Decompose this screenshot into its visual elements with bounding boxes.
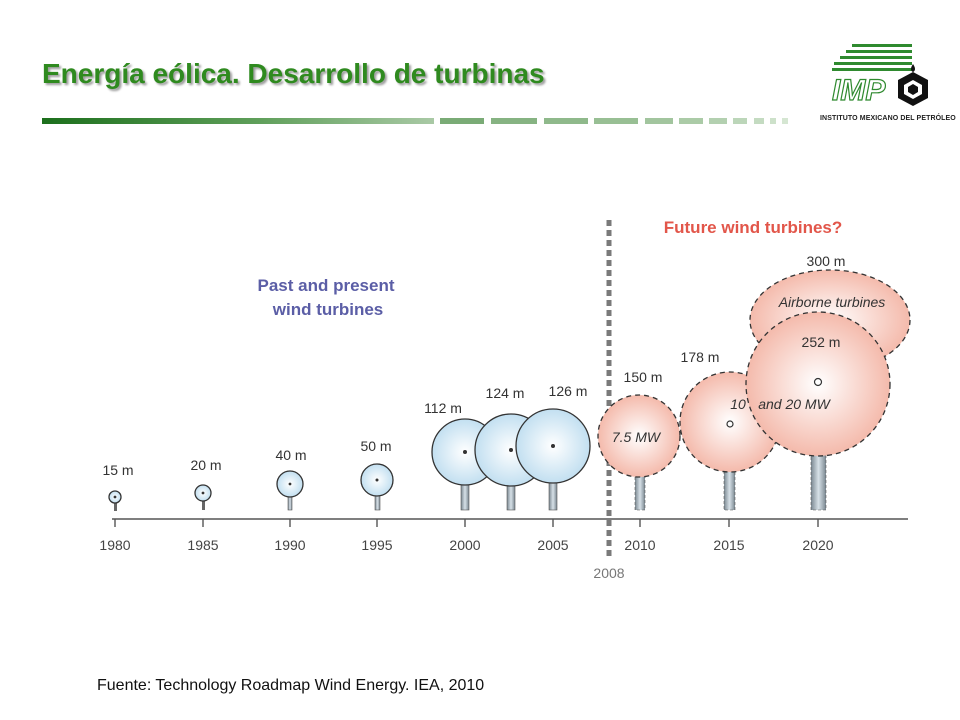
year-label-2015: 2015 [713, 537, 744, 553]
timeline-ticks [114, 519, 819, 527]
turbine-1995 [360, 463, 394, 511]
turbine-1980 [108, 490, 122, 511]
turbine-2020 [745, 311, 891, 511]
diameter-label-airborne: 300 m [807, 253, 846, 269]
power-label-2020: and 20 MW [758, 396, 831, 412]
diameter-label-1985: 20 m [190, 457, 221, 473]
diameter-label-2000: 112 m [424, 400, 462, 416]
year-label-1980: 1980 [99, 537, 130, 553]
past-heading-line2: wind turbines [272, 300, 384, 319]
source-citation: Fuente: Technology Roadmap Wind Energy. … [97, 677, 485, 694]
title-underline-bar [42, 118, 788, 124]
diameter-label-2003: 124 m [486, 385, 525, 401]
year-label-2010: 2010 [624, 537, 655, 553]
diameter-label-2015: 178 m [681, 349, 720, 365]
future-heading: Future wind turbines? [664, 218, 843, 237]
turbine-1990 [276, 470, 304, 511]
diameter-label-2005: 126 m [549, 383, 588, 399]
year-label-2020: 2020 [802, 537, 833, 553]
slide-title: Energía eólica. Desarrollo de turbinas [42, 58, 545, 89]
divider-year-label: 2008 [593, 565, 624, 581]
year-label-2000: 2000 [449, 537, 480, 553]
year-label-1985: 1985 [187, 537, 218, 553]
past-heading-line1: Past and present [258, 276, 395, 295]
power-label-2010: 7.5 MW [612, 429, 662, 445]
logo-initials: IMP [832, 74, 886, 107]
turbine-1985 [194, 484, 212, 510]
year-label-1990: 1990 [274, 537, 305, 553]
airborne-label: Airborne turbines [778, 294, 886, 310]
year-label-2005: 2005 [537, 537, 568, 553]
diameter-label-2010: 150 m [624, 369, 663, 385]
diameter-label-2020: 252 m [802, 334, 841, 350]
imp-logo: IMP [831, 44, 928, 108]
diameter-label-1995: 50 m [360, 438, 391, 454]
power-label-2015: 10 [730, 396, 746, 412]
diameter-label-1990: 40 m [275, 447, 306, 463]
logo-caption: INSTITUTO MEXICANO DEL PETRÓLEO [820, 115, 956, 122]
diameter-label-1980: 15 m [102, 462, 133, 478]
turbine-2010 [597, 394, 681, 511]
year-label-1995: 1995 [361, 537, 392, 553]
turbine-2005 [515, 408, 591, 511]
